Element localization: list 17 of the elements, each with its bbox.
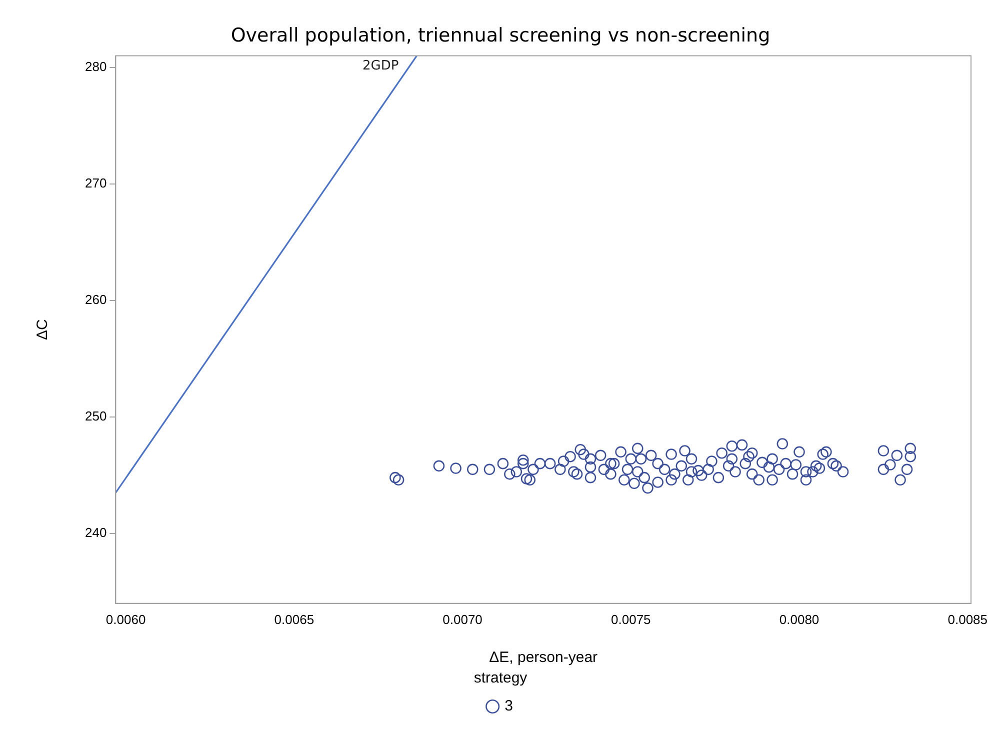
series-label: 2GDP: [362, 58, 399, 74]
y-tick-label: 280: [84, 59, 107, 74]
y-tick-label: 270: [84, 176, 107, 191]
x-tick-label: 0.0085: [948, 612, 988, 627]
x-tick-label: 0.0075: [611, 612, 651, 627]
y-tick-label: 260: [84, 292, 107, 308]
legend-label: 3: [504, 698, 513, 715]
x-tick-label: 0.0065: [274, 612, 314, 627]
y-axis-title: ΔC: [34, 319, 52, 340]
legend-title: strategy: [474, 670, 528, 687]
x-tick-label: 0.0070: [442, 612, 482, 627]
chart-title: Overall population, triennual screening vs non-screening: [230, 24, 770, 46]
y-tick-label: 250: [84, 408, 107, 424]
x-tick-label: 0.0060: [106, 612, 146, 627]
x-tick-label: 0.0080: [779, 612, 820, 627]
x-axis-title: ΔE, person-year: [489, 649, 598, 666]
y-tick-label: 240: [84, 525, 107, 540]
